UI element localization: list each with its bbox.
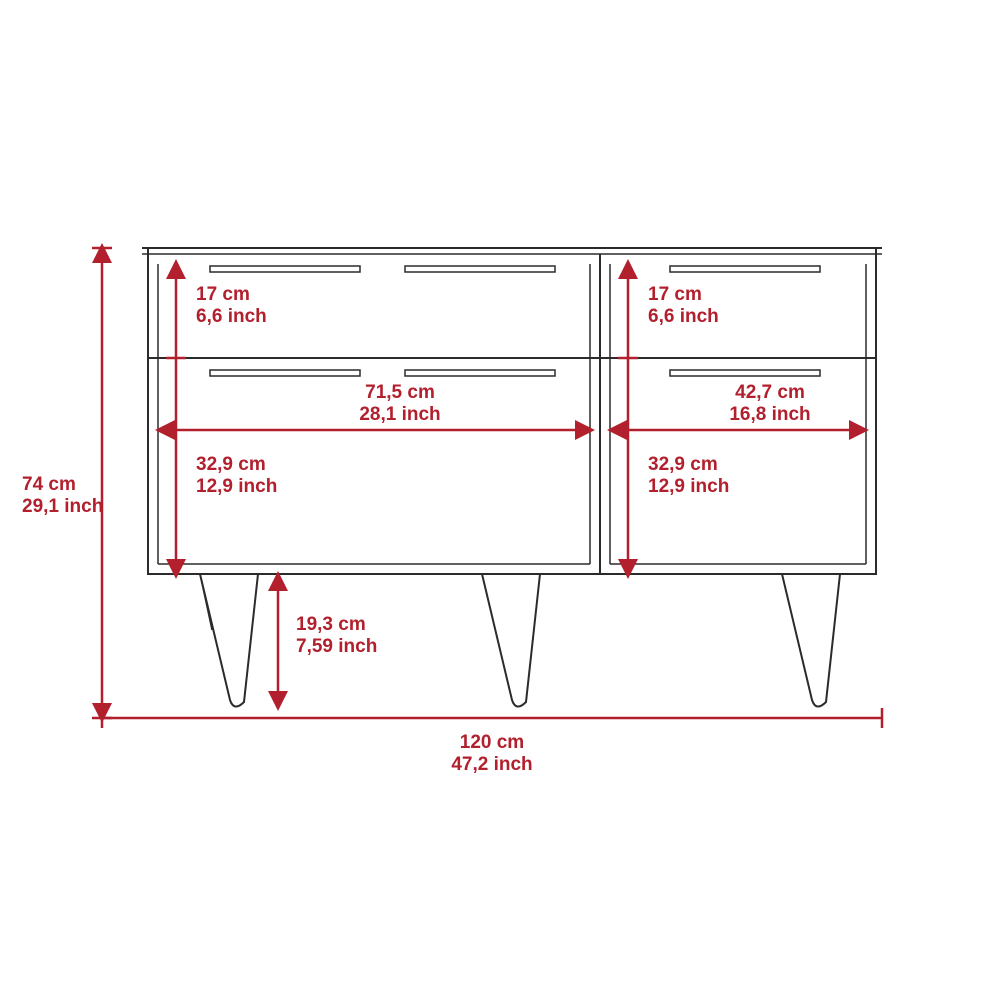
dim-left-width: 71,5 cm 28,1 inch: [160, 382, 590, 430]
svg-text:12,9 inch: 12,9 inch: [196, 476, 277, 497]
svg-text:74 cm: 74 cm: [22, 474, 76, 495]
leg-right: [782, 574, 840, 707]
svg-text:71,5 cm: 71,5 cm: [365, 382, 435, 403]
svg-text:17 cm: 17 cm: [196, 284, 250, 305]
dim-total-width: 120 cm 47,2 inch: [102, 708, 882, 775]
furniture-dimension-diagram: 74 cm 29,1 inch 120 cm 47,2 inch 17 cm 6…: [0, 0, 1000, 1000]
dim-total-height: 74 cm 29,1 inch: [22, 248, 112, 718]
svg-text:6,6 inch: 6,6 inch: [648, 306, 719, 327]
svg-text:12,9 inch: 12,9 inch: [648, 476, 729, 497]
svg-text:29,1 inch: 29,1 inch: [22, 496, 103, 517]
leg-middle: [482, 574, 540, 707]
svg-text:47,2 inch: 47,2 inch: [451, 754, 532, 775]
svg-text:17 cm: 17 cm: [648, 284, 702, 305]
dim-right-lower-height: 32,9 cm 12,9 inch: [648, 454, 729, 497]
svg-text:19,3 cm: 19,3 cm: [296, 614, 366, 635]
dim-left-lower-height: 32,9 cm 12,9 inch: [196, 454, 277, 497]
svg-text:28,1 inch: 28,1 inch: [359, 404, 440, 425]
svg-text:120 cm: 120 cm: [460, 732, 524, 753]
dim-right-width: 42,7 cm 16,8 inch: [612, 382, 864, 430]
svg-text:16,8 inch: 16,8 inch: [729, 404, 810, 425]
leg-left: [200, 574, 258, 707]
svg-text:32,9 cm: 32,9 cm: [196, 454, 266, 475]
svg-text:7,59 inch: 7,59 inch: [296, 636, 377, 657]
svg-text:6,6 inch: 6,6 inch: [196, 306, 267, 327]
svg-text:32,9 cm: 32,9 cm: [648, 454, 718, 475]
dim-right-top-drawer-height: 17 cm 6,6 inch: [618, 264, 719, 574]
dim-left-top-drawer-height: 17 cm 6,6 inch: [166, 264, 267, 574]
svg-text:42,7 cm: 42,7 cm: [735, 382, 805, 403]
dim-leg-height: 19,3 cm 7,59 inch: [278, 576, 377, 706]
